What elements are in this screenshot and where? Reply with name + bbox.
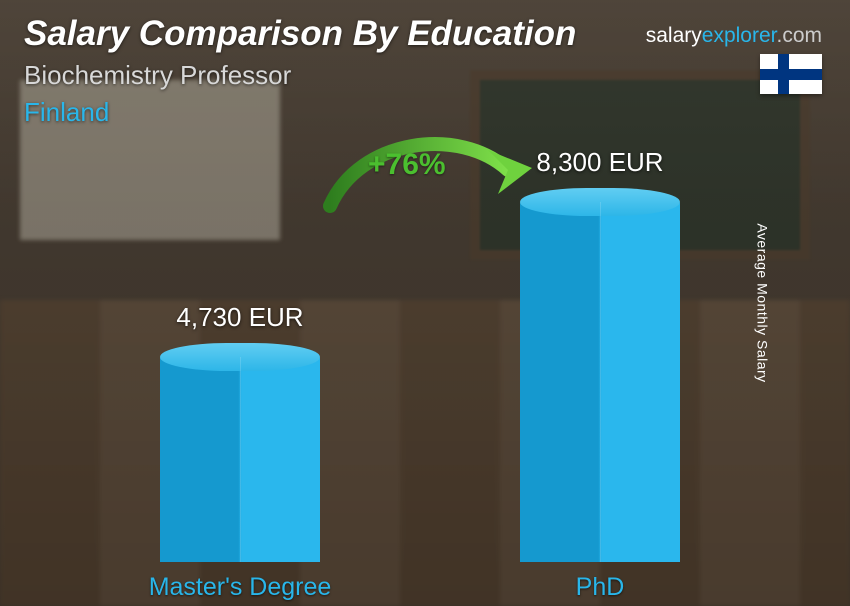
bar-category-label: Master's Degree [110, 573, 370, 602]
brand-mid: explorer [702, 24, 777, 47]
bar-value-label: 8,300 EUR [490, 147, 710, 178]
bar-body [160, 357, 320, 562]
brand-suffix: .com [776, 24, 822, 47]
bar-category-label: PhD [470, 573, 730, 602]
brand-logo: salaryexplorer.com [646, 24, 822, 48]
flag-icon [760, 54, 822, 94]
bar-chart: 4,730 EUR Master's Degree 8,300 EUR PhD [0, 166, 850, 606]
brand-prefix: salary [646, 24, 702, 47]
bar-value-label: 4,730 EUR [130, 302, 350, 333]
job-title: Biochemistry Professor [24, 60, 826, 91]
bar-body [520, 202, 680, 562]
